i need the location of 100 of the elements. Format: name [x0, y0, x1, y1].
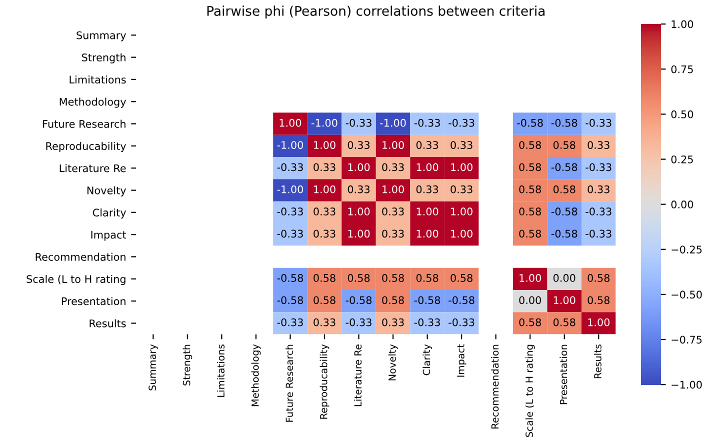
y-tick-label: Methodology	[60, 98, 126, 108]
data-label: 0.58	[519, 141, 541, 149]
data-label: 0.33	[382, 163, 404, 172]
y-tick-label: Clarity	[92, 208, 126, 219]
y-tick-label: Impact	[91, 230, 126, 241]
data-label: -0.33	[277, 318, 303, 326]
y-tick-label: Scale (L to H rating	[26, 274, 126, 286]
data-label: 0.00	[553, 274, 576, 282]
data-label: 0.58	[519, 208, 541, 216]
x-tick-label: Summary	[148, 344, 158, 390]
color-bar-label: −0.50	[672, 290, 702, 299]
y-tick-label: Strength	[82, 53, 126, 64]
data-label: 0.58	[314, 274, 336, 282]
y-tick-label: Future Research	[43, 120, 126, 128]
data-label: 0.58	[416, 274, 438, 282]
x-tick-label: Recommendation	[491, 344, 499, 429]
data-label: 1.00	[314, 141, 336, 149]
data-label: 1.00	[382, 141, 404, 149]
color-bar-label: −0.75	[672, 336, 702, 344]
data-label: 1.00	[416, 230, 438, 238]
data-label: 0.33	[382, 208, 404, 216]
data-label: -0.33	[414, 118, 440, 127]
data-label: 0.33	[348, 185, 370, 194]
data-label: 0.58	[519, 163, 541, 172]
data-label: 0.33	[382, 230, 404, 238]
x-tick-label: Impact	[457, 344, 466, 377]
data-label: 1.00	[348, 208, 370, 216]
y-tick-label: Novelty	[87, 186, 126, 196]
data-label: -0.33	[586, 208, 612, 216]
data-label: -0.58	[414, 296, 440, 304]
x-tick-label: Clarity	[422, 344, 432, 376]
data-label: 0.58	[348, 274, 370, 282]
data-label: -0.58	[551, 230, 578, 238]
data-label: 0.33	[314, 163, 336, 172]
data-label: -0.33	[448, 118, 474, 127]
data-label: -1.00	[277, 185, 304, 194]
data-label: 0.33	[314, 230, 336, 238]
data-label: -0.58	[551, 208, 578, 216]
data-label: -0.33	[414, 318, 440, 326]
data-label: -0.58	[551, 118, 578, 127]
y-tick-label: Summary	[76, 31, 126, 42]
data-label: 0.33	[416, 185, 438, 194]
data-label: 0.58	[519, 230, 541, 238]
data-label: 0.33	[450, 141, 472, 149]
color-bar-label: −0.25	[672, 246, 702, 254]
color-bar-label: 0.50	[671, 110, 694, 118]
data-label: 0.58	[519, 318, 541, 326]
color-bar-label: −1.00	[672, 380, 702, 389]
y-tick-label: Literature Re	[60, 164, 126, 172]
data-label: -0.33	[277, 208, 303, 216]
data-label: 0.33	[588, 141, 610, 149]
data-label: -0.58	[277, 274, 303, 282]
data-label: 0.58	[588, 274, 610, 282]
color-bar-label: 0.00	[671, 200, 694, 208]
x-tick-label: Reproducability	[320, 344, 330, 419]
data-label: 1.00	[280, 118, 302, 127]
data-label: -0.33	[586, 118, 612, 127]
x-tick-label: Results	[594, 344, 602, 378]
data-label: 1.00	[520, 274, 541, 282]
data-label: -0.33	[448, 318, 474, 326]
x-tick-label: Scale (L to H rating	[525, 344, 535, 437]
y-tick-label: Presentation	[62, 297, 126, 306]
data-label: 0.58	[314, 296, 336, 304]
data-label: 0.00	[519, 296, 541, 304]
x-tick-label: Methodology	[251, 344, 261, 406]
data-label: -0.58	[346, 296, 372, 304]
data-label: 0.58	[382, 296, 404, 304]
data-label: 1.00	[554, 296, 576, 304]
y-tick-label: Results	[90, 319, 126, 328]
data-label: -0.33	[277, 230, 303, 238]
color-bar-label: 1.00	[672, 20, 694, 28]
data-label: 0.58	[553, 141, 576, 149]
x-tick-label: Literature Re	[354, 344, 362, 406]
y-tick-label: Limitations	[70, 75, 126, 84]
data-label: 1.00	[314, 185, 336, 194]
y-tick-label: Recommendation	[36, 252, 126, 261]
data-label: 0.33	[416, 141, 438, 149]
data-label: -1.00	[380, 118, 406, 127]
data-label: 0.58	[382, 274, 404, 282]
data-label: 1.00	[451, 230, 472, 238]
data-label: -0.58	[517, 118, 543, 127]
data-label: -0.33	[586, 230, 612, 238]
data-label: -1.00	[277, 141, 304, 149]
data-label: 0.58	[553, 318, 576, 326]
data-label: 0.33	[314, 208, 336, 216]
data-label: 0.33	[588, 185, 610, 194]
data-label: 0.33	[348, 141, 370, 149]
x-tick-label: Strength	[182, 344, 192, 386]
data-label: -0.58	[551, 163, 578, 172]
color-bar-label: 0.25	[671, 155, 693, 164]
data-label: 1.00	[416, 163, 438, 172]
x-tick-label: Presentation	[560, 344, 568, 404]
data-label: 0.58	[519, 185, 541, 194]
data-label: 0.33	[314, 318, 336, 326]
data-label: 1.00	[451, 208, 472, 216]
data-label: 1.00	[382, 185, 404, 194]
y-tick-label: Reproducability	[46, 142, 126, 152]
data-label: -0.58	[277, 296, 303, 304]
x-tick-label: Novelty	[388, 344, 398, 380]
chart-title: Pairwise phi (Pearson) correlations between criteria	[207, 6, 545, 18]
